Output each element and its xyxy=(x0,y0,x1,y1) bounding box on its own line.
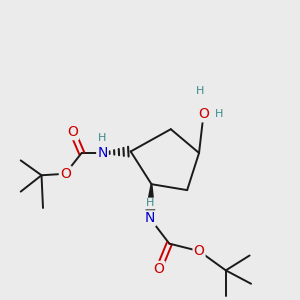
Text: O: O xyxy=(198,107,209,121)
Text: N: N xyxy=(97,146,108,160)
Text: H: H xyxy=(215,109,223,119)
Text: O: O xyxy=(67,125,78,139)
Text: O: O xyxy=(60,167,71,181)
Text: O: O xyxy=(194,244,205,258)
Text: N: N xyxy=(145,212,155,225)
Text: H: H xyxy=(146,199,154,208)
Text: H: H xyxy=(98,133,106,142)
Text: H: H xyxy=(196,85,205,96)
Polygon shape xyxy=(145,184,155,219)
Text: O: O xyxy=(154,262,164,276)
